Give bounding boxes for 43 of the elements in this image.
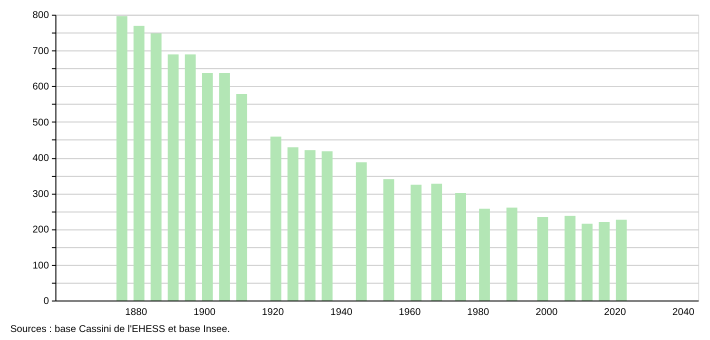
y-tick-label: 600 xyxy=(32,82,50,93)
bar xyxy=(410,184,422,301)
x-tick-label: 1920 xyxy=(262,306,284,318)
bar xyxy=(322,151,333,301)
x-tick-label: 2000 xyxy=(536,306,558,318)
x-tick-label: 1980 xyxy=(467,306,490,318)
bar xyxy=(616,220,627,301)
bar xyxy=(134,26,144,301)
y-tick-label: 700 xyxy=(32,46,50,57)
bar xyxy=(537,216,548,301)
bar xyxy=(356,162,367,301)
bar xyxy=(506,208,518,301)
bar xyxy=(582,224,593,301)
bar xyxy=(116,16,128,301)
bar xyxy=(383,179,394,301)
x-tick-label: 1960 xyxy=(398,306,422,318)
x-tick-label: 1900 xyxy=(194,306,216,318)
y-tick-label: 0 xyxy=(43,296,50,307)
bar xyxy=(219,72,230,301)
bar xyxy=(598,222,610,301)
x-tick-label: 2020 xyxy=(604,306,626,318)
y-tick-label: 500 xyxy=(32,117,50,128)
x-tick-label: 1880 xyxy=(125,306,148,318)
bar xyxy=(455,193,466,301)
bar xyxy=(564,216,576,301)
bar xyxy=(184,54,196,301)
y-tick-label: 200 xyxy=(32,224,50,236)
y-tick-label: 100 xyxy=(32,260,50,272)
x-tick-label: 1940 xyxy=(330,306,353,318)
bar xyxy=(431,184,442,301)
bar xyxy=(270,136,282,301)
bar xyxy=(150,33,162,301)
bar xyxy=(168,54,179,301)
bar xyxy=(236,94,248,301)
y-tick-label: 300 xyxy=(32,188,50,200)
bar xyxy=(202,72,213,301)
source-note: Sources : base Cassini de l'EHESS et base Insee. xyxy=(10,324,230,336)
y-tick-label: 800 xyxy=(32,10,50,22)
y-tick-label: 400 xyxy=(32,153,50,164)
x-tick-label: 2040 xyxy=(672,306,695,318)
bar xyxy=(479,208,490,301)
bar xyxy=(288,147,298,301)
bar xyxy=(304,150,316,301)
